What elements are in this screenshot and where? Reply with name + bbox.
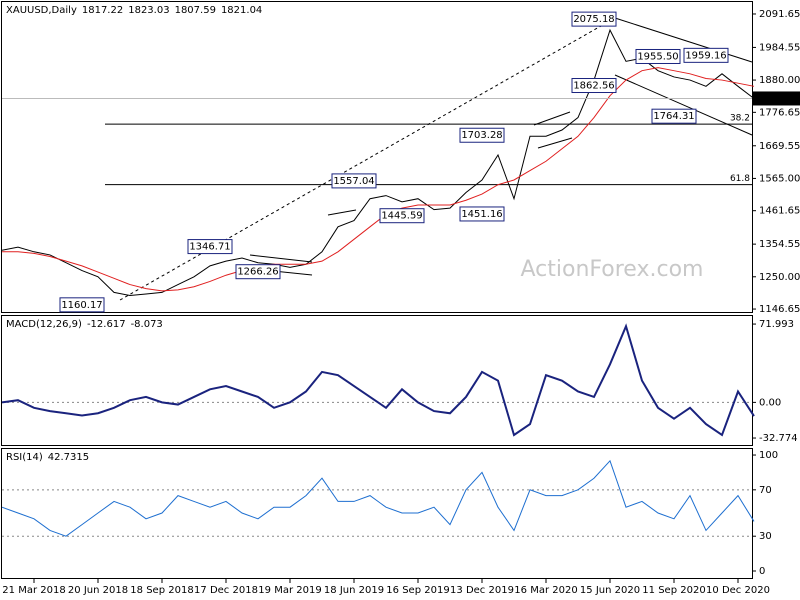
annotation-box — [331, 173, 377, 189]
y-tick-label: 0 — [759, 566, 765, 577]
annotation-box — [571, 11, 617, 27]
header-value: -12.617 — [87, 319, 126, 330]
price-pane — [1, 1, 753, 313]
x-tick-label: 16 Mar 2020 — [514, 585, 577, 596]
annotation-box — [59, 297, 105, 313]
header-value: -8.073 — [131, 319, 163, 330]
y-tick-label: 1669.55 — [759, 141, 800, 152]
flag-line — [533, 111, 571, 126]
x-tick-label: 10 Dec 2020 — [706, 585, 770, 596]
header-value: 1821.04 — [221, 5, 262, 16]
annotation-label: 1160.17 — [61, 300, 102, 311]
annotation-label: 1557.04 — [333, 176, 374, 187]
y-tick-label: 1776.65 — [759, 107, 800, 118]
last-price-label: 1821.04 — [757, 93, 798, 104]
x-tick-label: 15 Jun 2020 — [580, 585, 640, 596]
x-tick-label: 21 Mar 2018 — [2, 585, 65, 596]
annotation-label: 1451.16 — [461, 209, 502, 220]
pane-title: XAUUSD,Daily — [6, 5, 77, 16]
y-tick-label: -32.774 — [759, 433, 798, 444]
pane-title: MACD(12,26,9) — [6, 319, 82, 330]
y-tick-label: 30 — [759, 531, 772, 542]
x-tick-label: 18 Sep 2018 — [130, 585, 193, 596]
annotation-label: 1703.28 — [461, 130, 502, 141]
flag-line — [327, 209, 357, 216]
annotation-box — [683, 47, 729, 63]
y-tick-label: 1461.65 — [759, 206, 800, 217]
y-tick-label: 1146.65 — [759, 304, 800, 315]
flag-line — [249, 254, 313, 263]
annotation-box — [379, 208, 425, 224]
series-line — [1, 459, 755, 537]
annotation-label: 1445.59 — [381, 211, 422, 222]
y-tick-label: 2091.65 — [759, 9, 800, 20]
y-tick-label: 71.993 — [759, 319, 794, 330]
series-line — [2, 67, 755, 292]
header-value: 1817.22 — [82, 5, 123, 16]
annotation-label: 1266.26 — [237, 267, 278, 278]
y-tick-label: 1250.00 — [759, 272, 800, 283]
y-tick-label: 0.00 — [759, 397, 781, 408]
header-value: 1823.03 — [128, 5, 169, 16]
x-tick-label: 13 Dec 2019 — [450, 585, 514, 596]
annotation-box — [187, 239, 233, 255]
y-tick-label: 1354.55 — [759, 239, 800, 250]
annotation-box — [571, 78, 617, 94]
x-tick-label: 17 Dec 2018 — [194, 585, 258, 596]
trend-channel — [119, 17, 616, 301]
series-line — [1, 28, 755, 297]
pane-header: RSI(14) 42.7315 — [6, 452, 89, 463]
header-value: 42.7315 — [48, 452, 89, 463]
annotation-label: 1346.71 — [189, 242, 230, 253]
fibo-label: 61.8 — [730, 174, 750, 184]
flag-line — [537, 137, 573, 149]
annotation-box — [235, 264, 281, 280]
trend-line — [614, 17, 753, 63]
annotation-label: 1862.56 — [573, 81, 614, 92]
pane-header: MACD(12,26,9) -12.617 -8.073 — [6, 319, 163, 330]
y-tick-label: 100 — [759, 450, 778, 461]
trend-line — [614, 74, 753, 136]
y-tick-label: 1880.00 — [759, 75, 800, 86]
annotation-label: 1959.16 — [685, 50, 726, 61]
annotation-box — [635, 48, 681, 64]
x-tick-label: 20 Jun 2018 — [68, 585, 128, 596]
y-tick-label: 70 — [759, 485, 772, 496]
x-tick-label: 19 Mar 2019 — [258, 585, 321, 596]
watermark: ActionForex.com — [521, 257, 704, 282]
annotation-label: 1764.31 — [653, 111, 694, 122]
annotation-box — [459, 206, 505, 222]
annotation-label: 1955.50 — [637, 51, 678, 62]
x-tick-label: 18 Jun 2019 — [324, 585, 384, 596]
last-price-box — [753, 91, 800, 106]
annotation-box — [459, 127, 505, 143]
header-value: 1807.59 — [175, 5, 216, 16]
pane-header: XAUUSD,Daily 1817.22 1823.03 1807.59 1821.04 — [6, 5, 262, 16]
annotation-label: 2075.18 — [573, 14, 614, 25]
x-tick-label: 11 Sep 2020 — [642, 585, 705, 596]
y-tick-label: 1565.00 — [759, 173, 800, 184]
series-line — [1, 323, 755, 437]
annotation-box — [651, 108, 697, 124]
x-tick-label: 16 Sep 2019 — [386, 585, 449, 596]
pane-title: RSI(14) — [6, 452, 43, 463]
macd-pane — [1, 315, 753, 446]
fibo-label: 38.2 — [730, 114, 750, 124]
y-tick-label: 1984.55 — [759, 42, 800, 53]
rsi-pane — [1, 448, 753, 579]
